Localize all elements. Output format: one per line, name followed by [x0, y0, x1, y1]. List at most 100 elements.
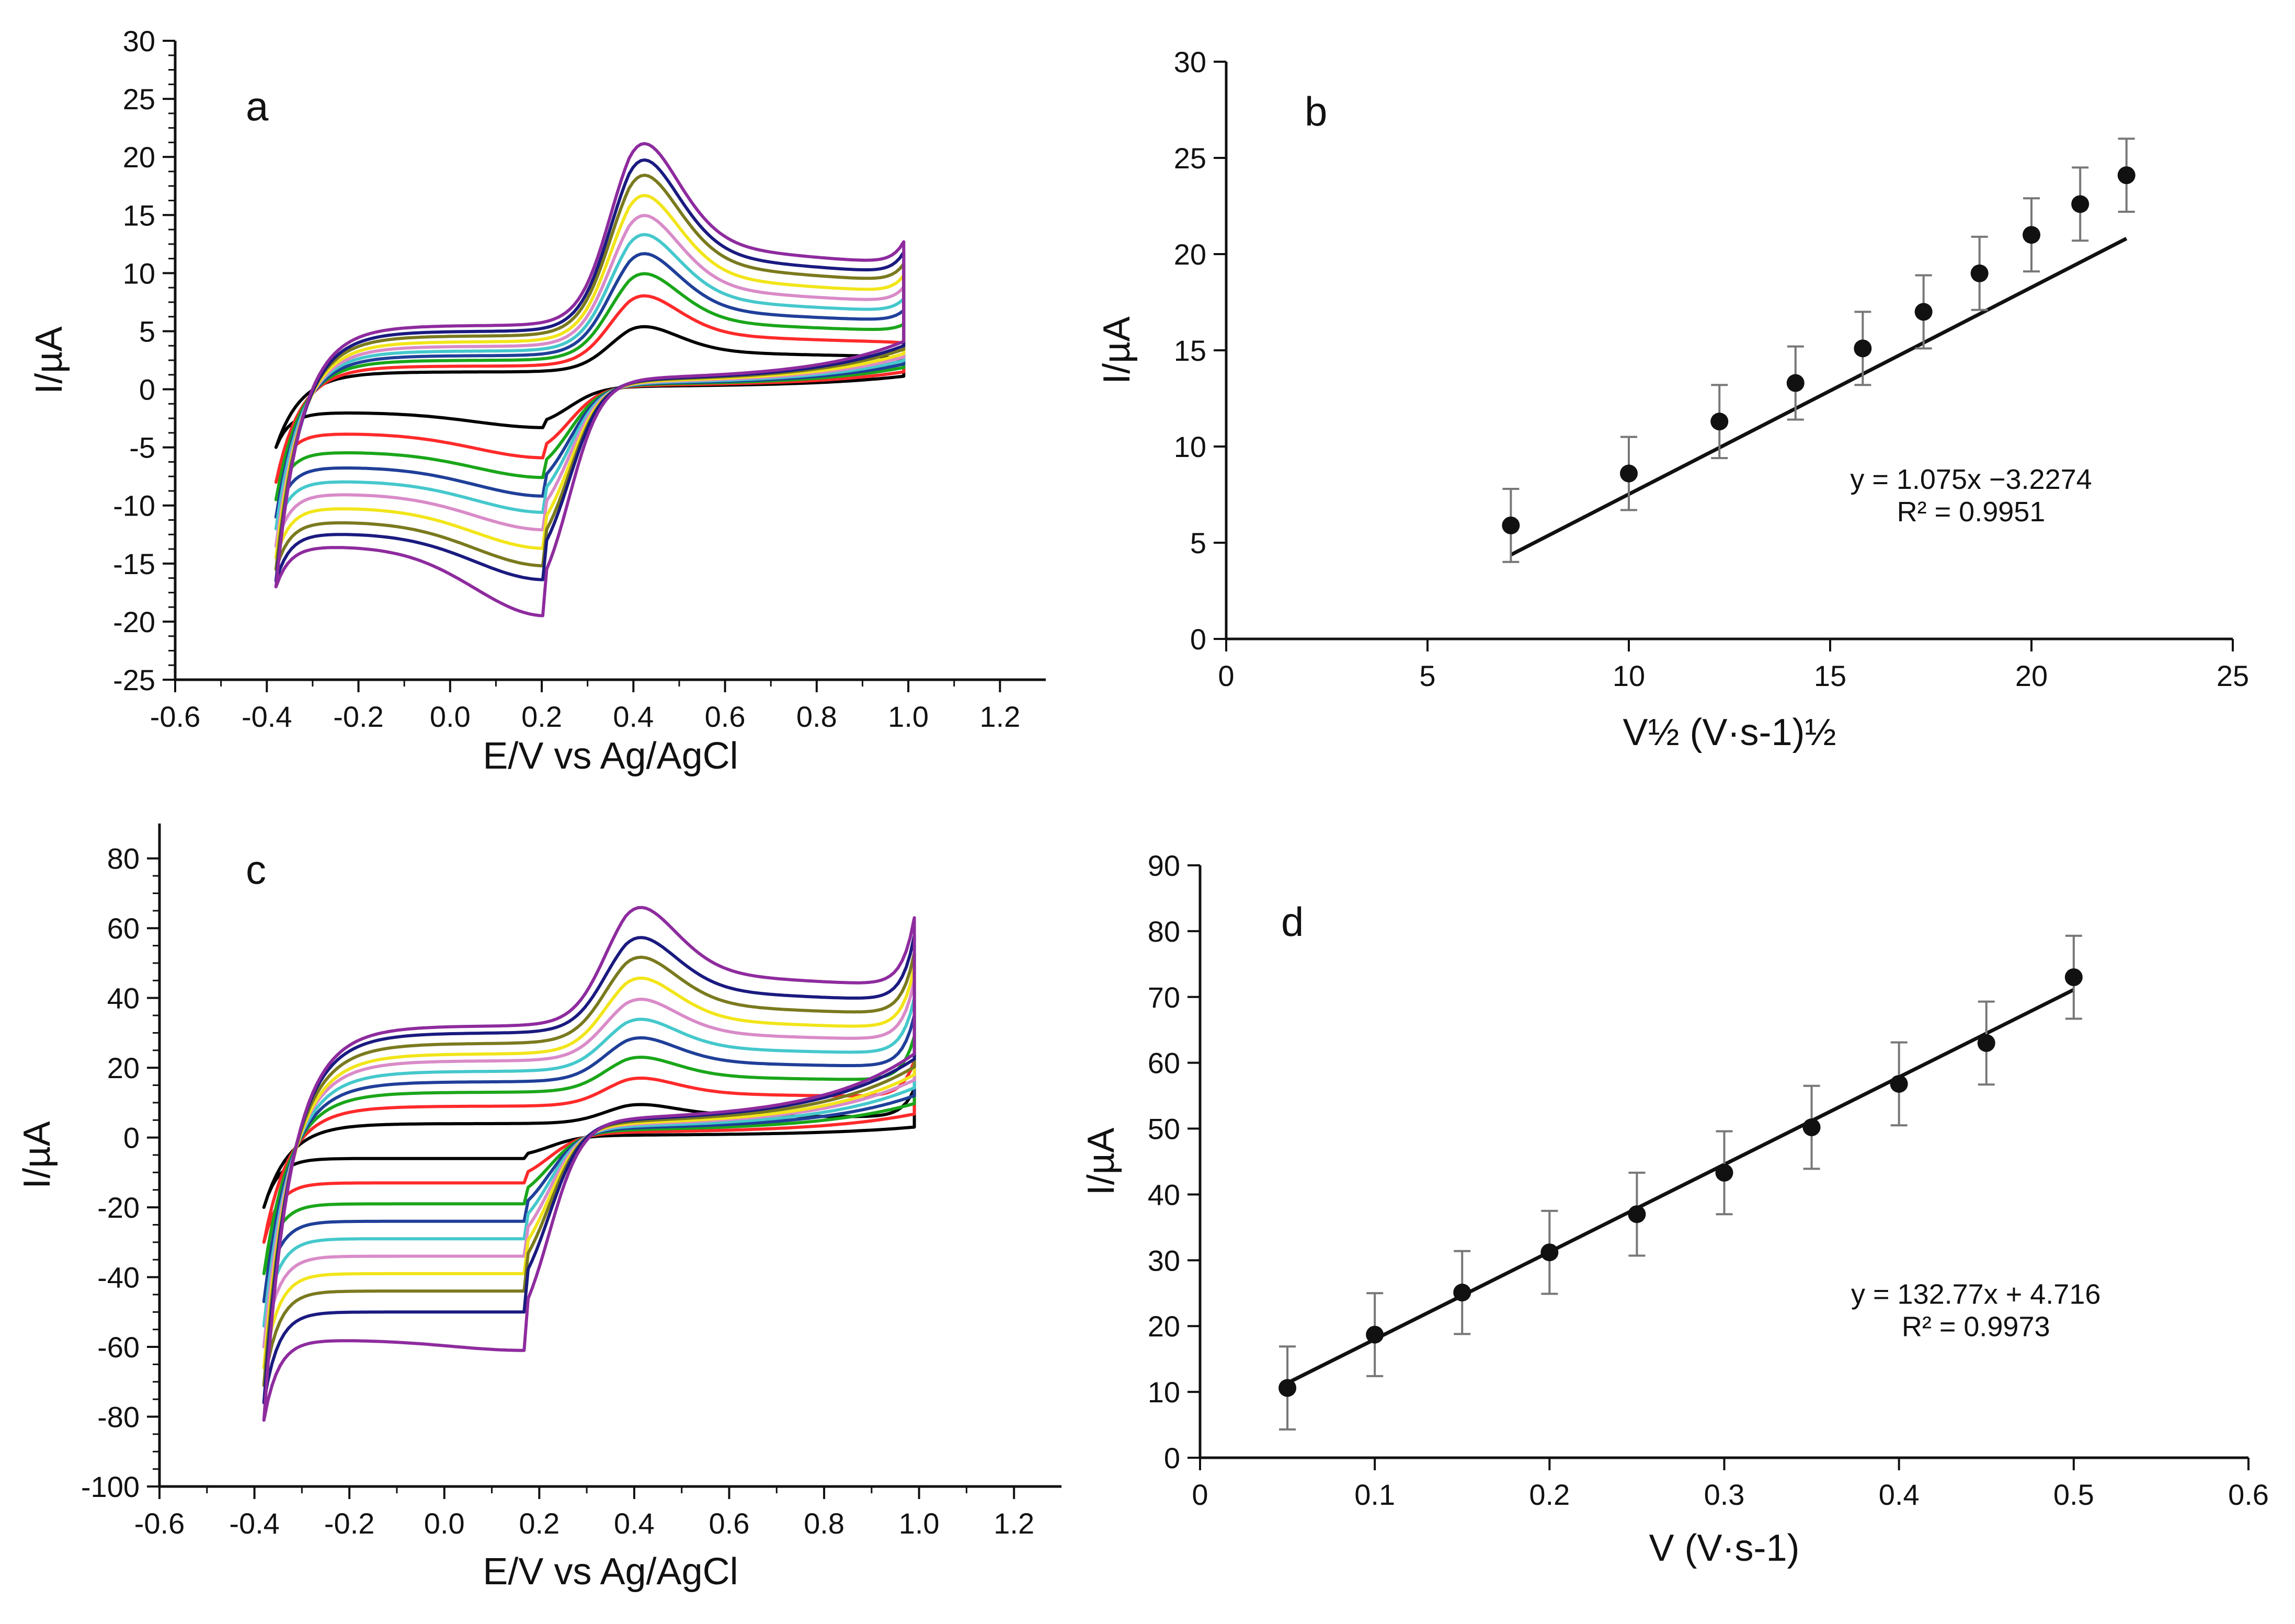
panel-d: 0 10 20 30 40 50 60 70 80 90 0 0.1 0.2 0.3 0.4 0.5 0.6 I/…	[1080, 849, 2269, 1569]
x-tick-label: -0.6	[134, 1507, 185, 1540]
data-point	[1710, 413, 1729, 431]
x-tick-label: 20	[2015, 659, 2048, 692]
y-tick-label: 30	[1148, 1244, 1180, 1277]
x-tick-label: 0.2	[521, 700, 562, 733]
x-tick-label: -0.4	[242, 700, 292, 733]
fit-equation: y = 132.77x + 4.716	[1851, 1278, 2100, 1310]
x-tick-label: 0.5	[2053, 1478, 2094, 1511]
x-tick-label: 1.2	[994, 1507, 1034, 1540]
data-point	[2071, 195, 2090, 213]
data-point	[2023, 226, 2040, 244]
y-tick-label: 10	[1174, 430, 1206, 463]
panel-label: c	[246, 847, 266, 893]
y-tick-label: 0	[1190, 623, 1206, 656]
panel-b: 0 5 10 15 20 25 30 0 5 10 15 20 25 I/µA V½ (V·s-1)½ b y …	[1096, 45, 2249, 753]
data-point	[1620, 464, 1638, 483]
panel-a: -25 -20 -15 -10 -5 0 5 10 15 20 25 30 -0.6 -0.4 -0.2 0.…	[28, 25, 1046, 777]
y-tick-label: 15	[123, 199, 155, 232]
cv-curve-10	[262, 906, 916, 1422]
x-axis-label: E/V vs Ag/AgCl	[483, 1551, 738, 1593]
x-tick-label: 0.3	[1704, 1478, 1745, 1511]
y-tick-label: 0	[139, 373, 155, 406]
panel-label: b	[1305, 88, 1327, 134]
data-point	[1786, 374, 1805, 392]
x-tick-label: 0.0	[424, 1507, 465, 1540]
x-tick-label: 1.0	[888, 700, 929, 733]
data-point	[1366, 1325, 1384, 1344]
x-tick-label: 0.6	[709, 1507, 750, 1540]
y-tick-label: -5	[129, 431, 155, 464]
x-tick-label: 1.2	[979, 700, 1020, 733]
data-point	[1628, 1205, 1646, 1223]
y-tick-label: 80	[107, 842, 140, 875]
panel-label: d	[1281, 899, 1304, 945]
x-tick-label: 25	[2217, 659, 2249, 692]
x-tick-label: 0.1	[1354, 1478, 1395, 1511]
data-point	[2117, 166, 2136, 185]
x-tick-label: 0.2	[519, 1507, 560, 1540]
fit-equation: y = 1.075x −3.2274	[1850, 464, 2092, 495]
y-tick-label: 20	[1174, 238, 1206, 271]
y-tick-label: -10	[113, 489, 155, 522]
y-tick-label: 10	[1148, 1376, 1180, 1409]
x-tick-label: 0.2	[1529, 1478, 1570, 1511]
x-tick-label: -0.4	[229, 1507, 280, 1540]
x-tick-label: -0.6	[150, 700, 201, 733]
y-tick-label: -25	[113, 664, 155, 696]
data-point	[1914, 303, 1933, 321]
y-tick-label: 0	[1164, 1442, 1180, 1474]
data-point	[1278, 1379, 1297, 1397]
x-tick-label: 0.8	[804, 1507, 844, 1540]
y-tick-label: -15	[113, 547, 155, 580]
y-tick-label: -80	[97, 1401, 140, 1434]
y-tick-label: 60	[1148, 1047, 1180, 1080]
y-axis-label: I/µA	[1080, 1128, 1122, 1196]
panel-c: -100 -80 -60 -40 -20 0 20 40 60 80 -0.6 -0.4 -0.2 0.0…	[16, 824, 1061, 1593]
data-point	[1802, 1118, 1821, 1137]
data-point	[1715, 1163, 1733, 1182]
y-tick-label: 40	[1148, 1178, 1180, 1211]
data-point	[1854, 339, 1872, 358]
y-tick-label: 90	[1148, 849, 1180, 882]
cv-curve-7	[262, 965, 916, 1370]
cv-curve-10	[274, 142, 906, 617]
y-tick-label: 0	[123, 1122, 140, 1154]
fit-line	[1510, 237, 2128, 557]
x-tick-label: 0.8	[796, 700, 837, 733]
x-tick-label: 0.0	[430, 700, 471, 733]
panel-label: a	[246, 83, 269, 129]
x-tick-label: 0	[1218, 659, 1234, 692]
data-point	[1977, 1034, 1995, 1052]
x-tick-label: 0	[1192, 1478, 1208, 1511]
x-axis-label: E/V vs Ag/AgCl	[483, 735, 738, 777]
y-tick-label: 25	[1174, 142, 1206, 175]
x-tick-label: 0.6	[705, 700, 746, 733]
y-tick-label: 30	[1174, 45, 1206, 78]
cv-curve-9	[262, 933, 916, 1404]
x-axis-label: V½ (V·s-1)½	[1623, 712, 1836, 753]
r-squared: R² = 0.9973	[1902, 1311, 2050, 1342]
r-squared: R² = 0.9951	[1897, 496, 2046, 528]
y-tick-label: 20	[123, 141, 155, 174]
y-tick-label: 15	[1174, 334, 1206, 367]
y-tick-label: -60	[97, 1331, 140, 1364]
y-tick-label: 25	[123, 83, 155, 116]
y-tick-label: -100	[81, 1470, 140, 1503]
y-tick-label: 5	[139, 315, 155, 348]
y-axis-label: I/µA	[16, 1121, 58, 1189]
x-tick-label: 0.6	[2228, 1478, 2269, 1511]
y-tick-label: -20	[97, 1191, 140, 1224]
cv-curve-8	[262, 951, 916, 1387]
fit-line	[1286, 988, 2075, 1385]
data-point	[1453, 1284, 1471, 1302]
data-point	[1890, 1074, 1908, 1093]
data-point	[1540, 1243, 1559, 1262]
y-tick-label: 50	[1148, 1113, 1180, 1146]
x-tick-label: 0.4	[1879, 1478, 1920, 1511]
y-tick-label: 20	[1148, 1310, 1180, 1343]
x-tick-label: 0.4	[613, 700, 654, 733]
y-axis-label: I/µA	[1096, 316, 1138, 384]
y-axis-label: I/µA	[28, 326, 70, 394]
y-tick-label: 30	[123, 25, 155, 58]
